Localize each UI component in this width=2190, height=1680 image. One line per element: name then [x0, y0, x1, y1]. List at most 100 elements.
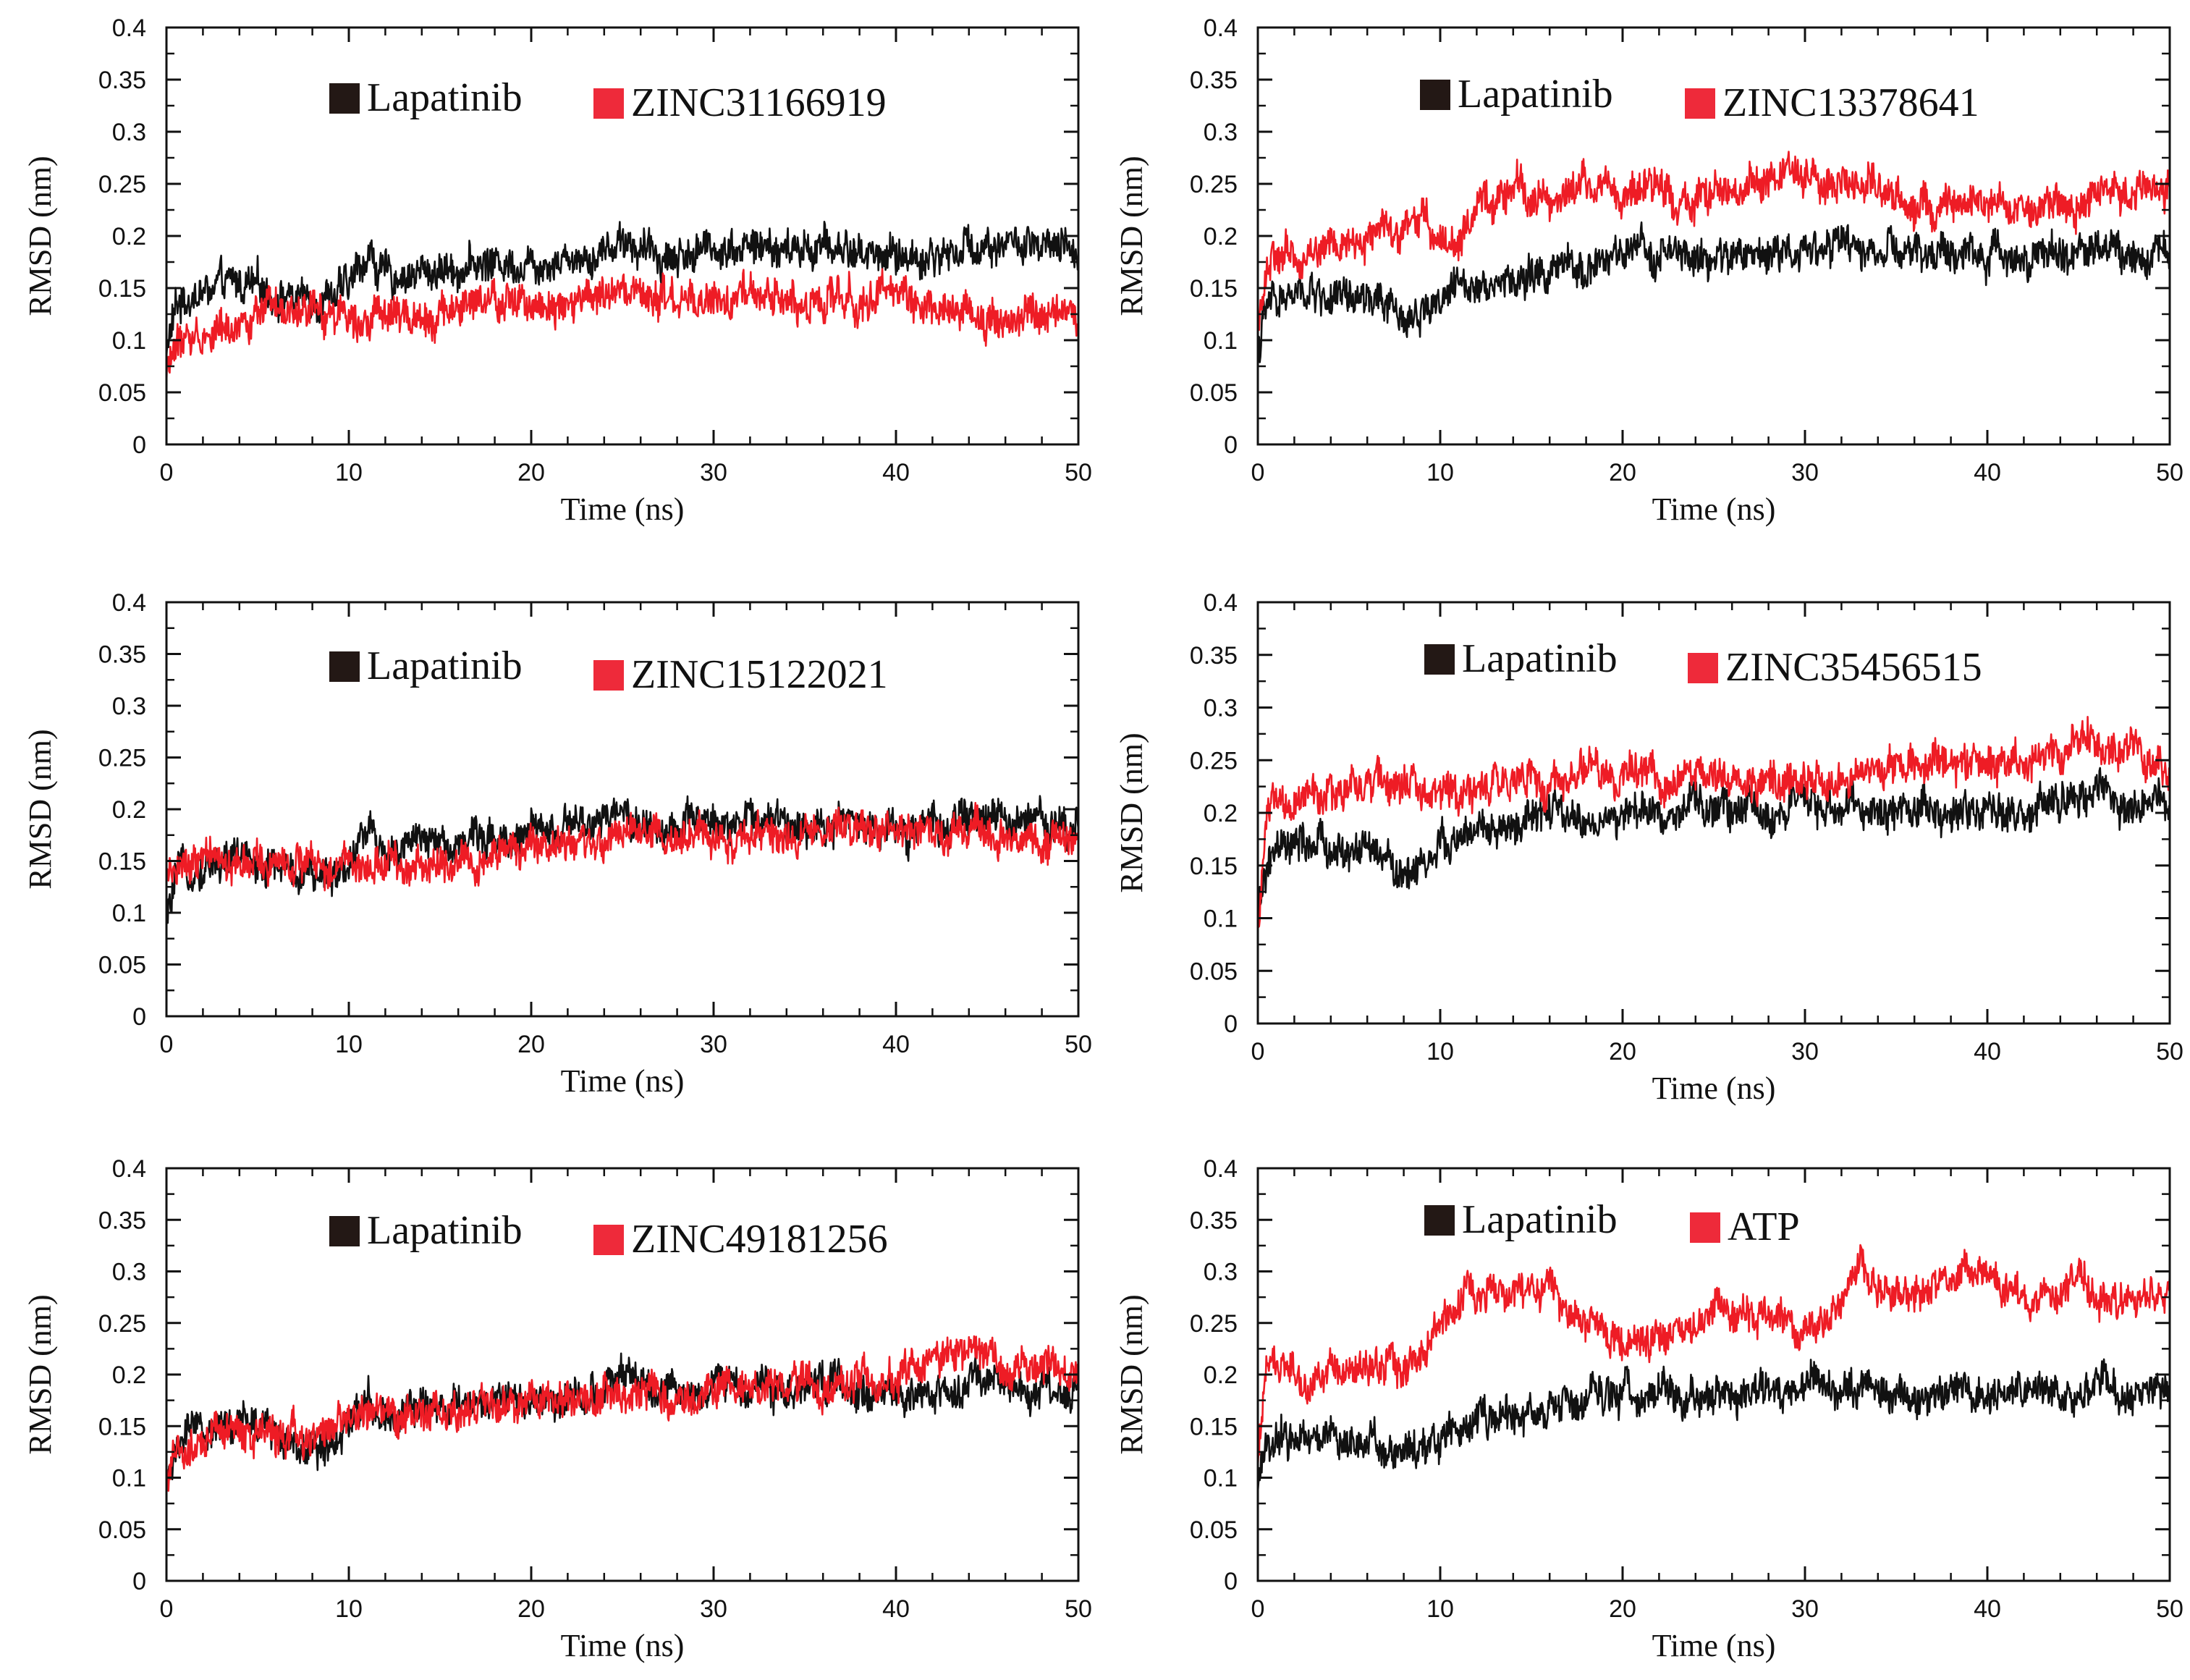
y-axis-label: RMSD (nm) — [22, 156, 58, 316]
x-tick-label: 40 — [1974, 459, 2001, 486]
y-tick-label: 0.1 — [1204, 906, 1238, 933]
legend-label-reference: Lapatinib — [1462, 636, 1618, 681]
x-tick-label: 0 — [1251, 1038, 1265, 1065]
legend-swatch-compound — [593, 1225, 624, 1255]
legend-swatch-reference — [1424, 644, 1455, 675]
legend-label-compound: ZINC15122021 — [631, 652, 888, 697]
y-tick-label: 0.05 — [98, 379, 146, 407]
x-axis-label: Time (ns) — [561, 491, 685, 527]
y-tick-label: 0.2 — [112, 796, 146, 824]
y-tick-label: 0 — [132, 1003, 146, 1031]
y-axis-label: RMSD (nm) — [22, 729, 58, 889]
legend-label-reference: Lapatinib — [367, 75, 523, 120]
x-axis-label: Time (ns) — [1652, 491, 1776, 527]
x-tick-label: 50 — [2156, 459, 2183, 486]
y-tick-label: 0.3 — [112, 693, 146, 720]
y-tick-label: 0.15 — [98, 848, 146, 876]
x-tick-label: 20 — [1609, 1038, 1636, 1065]
x-axis-label: Time (ns) — [1652, 1071, 1776, 1106]
y-tick-label: 0.35 — [1190, 67, 1238, 94]
chart-panel-5: 0 0.05 0.1 0.15 0.2 0.25 0.3 0.35 0.4 0 10 20 30 40 50… — [22, 1155, 1092, 1663]
x-tick-label: 0 — [1251, 1595, 1265, 1623]
legend-label-reference: Lapatinib — [367, 1208, 523, 1253]
x-tick-label: 40 — [882, 1031, 910, 1058]
legend-label-reference: Lapatinib — [1458, 72, 1613, 117]
chart-panel-3: 0 0.05 0.1 0.15 0.2 0.25 0.3 0.35 0.4 0 10 20 30 40 50… — [22, 589, 1092, 1099]
y-axis-label: RMSD (nm) — [22, 1294, 58, 1454]
series-line-lapatinib — [166, 795, 1078, 924]
chart-panel-1: 0 0.05 0.1 0.15 0.2 0.25 0.3 0.35 0.4 0 10 20 30 40 50… — [22, 14, 1092, 527]
x-tick-label: 10 — [335, 459, 363, 486]
y-tick-label: 0.05 — [1190, 379, 1238, 407]
x-tick-label: 30 — [700, 1031, 727, 1058]
y-tick-label: 0.25 — [98, 1310, 146, 1338]
y-tick-label: 0.25 — [1190, 747, 1238, 774]
y-tick-label: 0.15 — [1190, 275, 1238, 303]
series-line-zinc13378641 — [1258, 151, 2170, 332]
y-tick-label: 0.2 — [1204, 800, 1238, 827]
y-tick-label: 0.3 — [112, 119, 146, 146]
x-tick-label: 10 — [335, 1595, 363, 1623]
y-tick-label: 0 — [132, 431, 146, 459]
x-tick-label: 30 — [1791, 459, 1819, 486]
x-tick-label: 50 — [2156, 1595, 2183, 1623]
y-tick-label: 0.15 — [1190, 853, 1238, 880]
legend-swatch-reference — [1424, 1205, 1455, 1236]
x-axis-label: Time (ns) — [561, 1628, 685, 1663]
y-tick-label: 0.2 — [1204, 1362, 1238, 1389]
x-tick-label: 20 — [517, 1031, 545, 1058]
y-tick-label: 0.4 — [1204, 589, 1238, 617]
x-tick-label: 40 — [882, 459, 910, 486]
series-line-zinc15122021 — [166, 801, 1078, 892]
y-tick-label: 0.1 — [112, 327, 146, 355]
y-tick-label: 0.4 — [1204, 1155, 1238, 1183]
legend-label-compound: ZINC31166919 — [631, 80, 887, 125]
x-tick-label: 0 — [1251, 459, 1265, 486]
legend-swatch-compound — [1685, 88, 1715, 119]
plot-area — [166, 795, 1078, 924]
y-tick-label: 0.05 — [1190, 1516, 1238, 1544]
x-tick-label: 0 — [160, 459, 174, 486]
chart-panel-4: 0 0.05 0.1 0.15 0.2 0.25 0.3 0.35 0.4 0 10 20 30 40 50… — [1114, 589, 2183, 1106]
x-tick-label: 30 — [700, 1595, 727, 1623]
y-axis-label: RMSD (nm) — [1114, 733, 1149, 892]
y-tick-label: 0.05 — [98, 1516, 146, 1544]
y-tick-label: 0.2 — [1204, 223, 1238, 250]
x-tick-label: 20 — [1609, 1595, 1636, 1623]
legend-swatch-reference — [329, 83, 360, 114]
y-tick-label: 0.35 — [98, 641, 146, 669]
y-tick-label: 0.2 — [112, 1362, 146, 1389]
y-tick-label: 0.1 — [1204, 1465, 1238, 1493]
x-tick-label: 20 — [517, 459, 545, 486]
legend-label-reference: Lapatinib — [367, 643, 523, 688]
y-tick-label: 0.35 — [98, 67, 146, 94]
legend-swatch-compound — [1690, 1212, 1720, 1243]
x-tick-label: 0 — [160, 1595, 174, 1623]
series-line-lapatinib — [1258, 221, 2170, 363]
series-line-lapatinib — [1258, 767, 2170, 917]
x-tick-label: 10 — [1426, 1038, 1454, 1065]
y-tick-label: 0 — [1224, 1010, 1238, 1038]
series-line-zinc35456515 — [1258, 715, 2170, 929]
x-tick-label: 50 — [1065, 1595, 1092, 1623]
legend-swatch-reference — [329, 651, 360, 682]
x-tick-label: 30 — [1791, 1038, 1819, 1065]
x-tick-label: 20 — [1609, 459, 1636, 486]
plot-area — [166, 220, 1078, 383]
y-tick-label: 0.35 — [1190, 642, 1238, 670]
y-tick-label: 0.15 — [1190, 1413, 1238, 1440]
y-tick-label: 0.25 — [98, 745, 146, 772]
y-tick-label: 0.25 — [1190, 171, 1238, 198]
x-tick-label: 10 — [1426, 459, 1454, 486]
y-tick-label: 0.05 — [98, 952, 146, 979]
series-line-zinc31166919 — [166, 268, 1078, 383]
plot-area — [1258, 151, 2170, 363]
x-tick-label: 50 — [1065, 459, 1092, 486]
y-tick-label: 0.1 — [112, 1465, 146, 1493]
y-tick-label: 0.3 — [1204, 695, 1238, 722]
x-tick-label: 0 — [160, 1031, 174, 1058]
series-line-lapatinib — [1258, 1358, 2170, 1492]
y-axis-label: RMSD (nm) — [1114, 156, 1149, 316]
y-tick-label: 0 — [132, 1568, 146, 1595]
plot-area — [1258, 1244, 2170, 1492]
